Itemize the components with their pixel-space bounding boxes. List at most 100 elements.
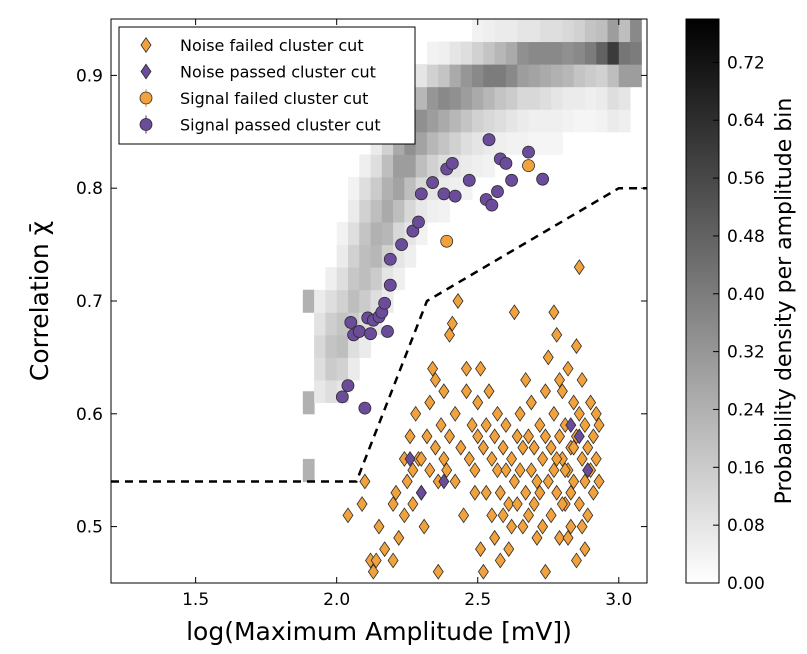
heatmap-cell [528,131,541,155]
heatmap-cell [607,86,620,110]
data-point-diamond [579,541,591,558]
data-point-diamond [528,496,540,512]
heatmap-cell [607,41,620,65]
data-point-diamond [506,450,518,467]
heatmap-cell [562,19,575,43]
data-point-circle [406,224,420,238]
data-point-diamond [573,496,585,512]
data-point-diamond [562,360,574,377]
data-point-diamond [404,450,416,467]
data-point-diamond [568,473,580,490]
data-point-diamond [379,541,391,558]
data-point-diamond [429,439,441,456]
heatmap-cell [551,131,563,155]
colorbar-tick-label: 0.00 [727,574,765,594]
heatmap-cell [505,86,518,110]
data-point-diamond [542,349,554,366]
data-point-circle [352,325,366,338]
data-point-diamond [554,529,566,546]
x-tick-label: 3.0 [605,590,632,610]
data-point-circle [358,401,372,415]
heatmap-cell [483,41,496,65]
data-point-diamond [444,326,456,343]
heatmap-cell [449,86,462,110]
heatmap-cell [460,176,473,200]
data-point-diamond [590,405,602,422]
heatmap-cell [359,176,372,200]
data-point-diamond [494,552,506,569]
colorbar-tick-label: 0.64 [727,111,765,131]
legend-label: Noise failed cluster cut [180,36,364,55]
heatmap-cell [528,64,541,88]
heatmap-cell [528,41,541,65]
heatmap-cell [483,109,496,133]
data-point-diamond [421,428,433,445]
data-point-diamond [469,462,481,479]
data-point-diamond [483,383,495,400]
data-point-diamond [438,473,450,490]
data-point-diamond [463,450,475,467]
data-point-diamond [576,372,588,388]
colorbar-ticks: 0.00 0.08 0.16 0.24 0.32 0.40 0.48 0.56 0.64 0.72 [713,53,765,594]
data-point-diamond [576,450,588,467]
data-point-circle [462,173,476,187]
data-point-diamond [477,563,489,580]
cut-line [111,186,647,483]
data-point-diamond [545,507,557,524]
heatmap-cell [347,289,360,313]
y-axis: 0.5 0.6 0.7 0.8 0.9 [76,66,647,538]
data-point-diamond [449,473,461,490]
data-point-diamond [460,383,472,400]
heatmap-cell [370,289,383,313]
heatmap-cell [449,109,462,133]
heatmap-cell [336,334,349,358]
data-point-diamond [466,417,478,434]
heatmap-cell [314,357,326,381]
heatmap-cell [483,64,496,88]
colorbar-tick-label: 0.32 [727,343,765,363]
data-point-diamond [582,507,594,524]
data-point-diamond [424,394,436,411]
heatmap-cell [630,41,642,65]
heatmap-cell [347,357,360,381]
colorbar-label: Probability density per amplitude bin [772,98,797,505]
heatmap-cell [460,41,473,65]
data-point-diamond [582,462,594,479]
data-point-diamond [390,484,402,501]
heatmap-cell [539,64,552,88]
data-point-diamond [491,405,503,422]
colorbar-tick-label: 0.72 [727,53,765,73]
data-point-diamond [568,394,580,411]
data-point-diamond [554,372,566,388]
data-point-diamond [486,507,498,524]
heatmap-cell [607,19,620,43]
heatmap-cell [438,86,451,110]
data-point-diamond [455,439,467,456]
data-point-diamond [559,462,571,479]
data-point-diamond [554,428,566,445]
data-point-diamond [489,428,501,445]
heatmap-cell [562,86,575,110]
data-point-diamond [494,484,506,501]
data-point-circle [522,145,535,159]
data-point-circle [437,187,451,201]
data-point-diamond [503,496,515,512]
data-point-diamond [441,462,453,479]
data-point-diamond [585,394,597,411]
data-point-circle [485,198,499,212]
data-point-diamond [579,473,591,490]
heatmap-cell [370,267,383,291]
data-point-diamond [387,552,399,569]
heatmap-cell [302,458,315,482]
heatmap-cell [528,86,541,110]
legend-entry: Signal passed cluster cut [139,115,381,135]
data-point-diamond [446,315,458,332]
legend-entry: Noise failed cluster cut [140,36,364,55]
heatmap-cell [381,176,394,200]
data-point-diamond [486,450,498,467]
heatmap-cell [494,41,507,65]
legend: Noise failed cluster cut Noise passed clu… [118,26,416,145]
heatmap-cell [370,199,383,223]
data-point-diamond [387,496,399,512]
data-point-diamond [410,405,422,422]
